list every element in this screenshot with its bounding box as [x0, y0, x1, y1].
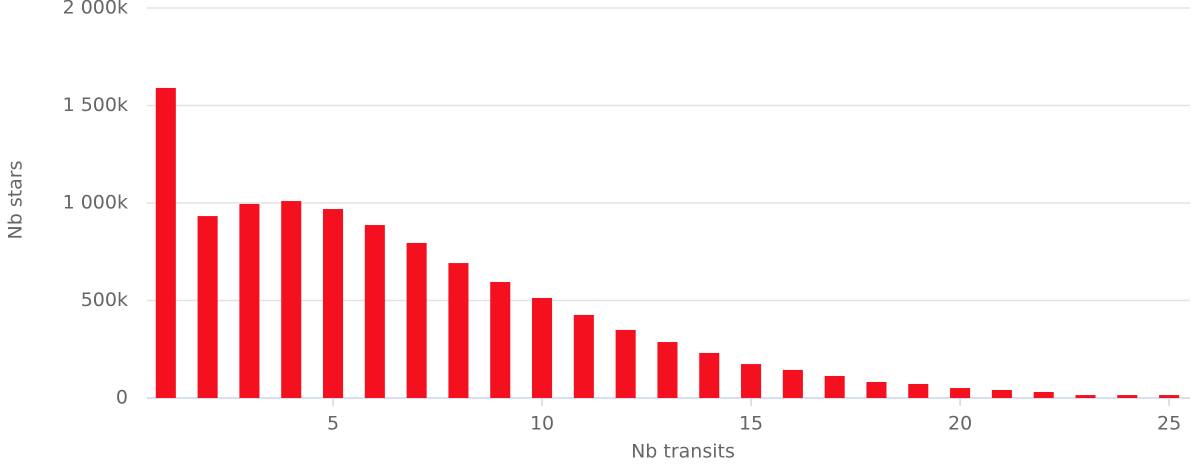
y-tick-label: 2 000k — [63, 0, 128, 19]
bar — [824, 375, 845, 398]
bar — [1117, 395, 1138, 398]
y-tick-label: 1 000k — [63, 192, 128, 214]
bar — [448, 263, 469, 398]
bar — [782, 369, 803, 398]
bar — [950, 388, 971, 398]
bar — [908, 383, 929, 398]
bar — [1033, 391, 1054, 398]
bar — [573, 314, 594, 398]
y-tick-label: 1 500k — [63, 94, 128, 116]
bar — [699, 352, 720, 398]
bar — [281, 201, 302, 398]
x-tick-label: 5 — [327, 413, 339, 435]
bar — [155, 87, 176, 398]
bar — [1075, 395, 1096, 398]
bar — [406, 242, 427, 398]
bar — [866, 382, 887, 398]
bar — [197, 216, 218, 398]
x-tick-label: 15 — [739, 413, 763, 435]
x-axis-label: Nb transits — [631, 441, 735, 463]
x-tick-label: 25 — [1157, 413, 1181, 435]
y-tick-label: 0 — [116, 387, 128, 409]
y-tick-label: 500k — [81, 289, 128, 311]
bar — [741, 364, 762, 398]
y-axis-label: Nb stars — [5, 160, 27, 239]
bar — [532, 297, 553, 398]
bar — [490, 281, 511, 398]
bar — [1159, 395, 1180, 398]
bar — [615, 329, 636, 398]
bar — [322, 209, 344, 398]
bar — [364, 225, 385, 398]
bar — [239, 203, 260, 398]
x-tick-label: 20 — [948, 413, 972, 435]
bar — [657, 342, 678, 398]
bar — [991, 390, 1012, 398]
x-tick-label: 10 — [530, 413, 554, 435]
